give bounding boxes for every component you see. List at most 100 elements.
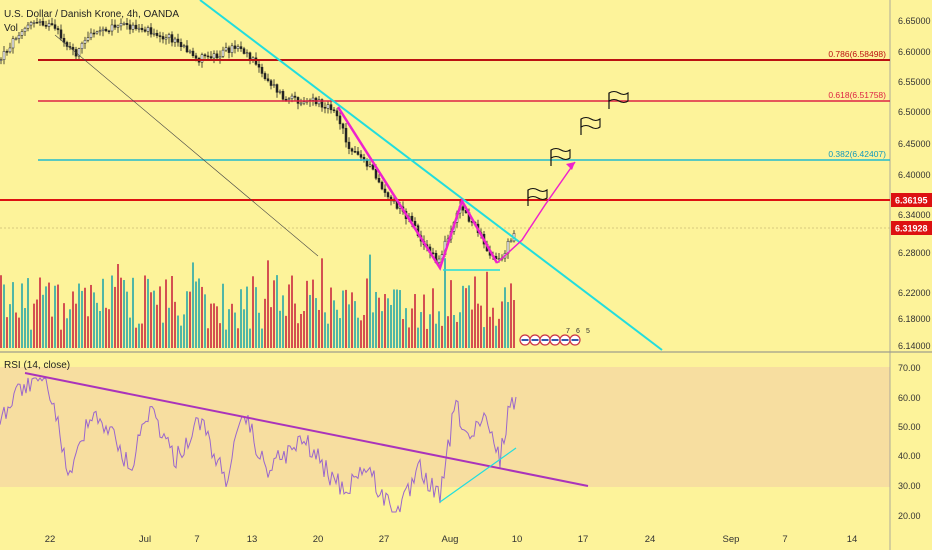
volume-bar xyxy=(270,307,272,348)
volume-bar xyxy=(222,283,224,348)
volume-bar xyxy=(276,275,278,348)
volume-bar xyxy=(69,309,71,348)
time-tick-label: Aug xyxy=(442,534,459,545)
time-tick-label: 13 xyxy=(247,534,258,545)
volume-bar xyxy=(366,278,368,348)
volume-bar xyxy=(174,301,176,348)
volume-bar xyxy=(63,303,65,348)
volume-bar xyxy=(15,312,17,348)
flag-icon xyxy=(608,90,629,104)
candle-body xyxy=(8,47,12,53)
candle-body xyxy=(104,28,108,32)
volume-bar xyxy=(129,317,131,348)
candlesticks xyxy=(0,17,516,266)
volume-bar xyxy=(240,289,242,348)
candle-body xyxy=(413,220,417,226)
fib-618-label: 0.618(6.51758) xyxy=(828,90,886,100)
candle-body xyxy=(11,38,15,49)
volume-bar xyxy=(411,308,413,348)
volume-bar xyxy=(351,292,353,348)
candle-body xyxy=(236,46,240,49)
volume-bar xyxy=(426,328,428,348)
candle-body xyxy=(167,34,171,38)
candle-body xyxy=(260,66,264,74)
volume-bar xyxy=(249,328,251,348)
candle-body xyxy=(410,215,414,222)
candle-body xyxy=(221,49,225,57)
candle-body xyxy=(311,97,315,101)
candle-body xyxy=(275,84,279,93)
candle-body xyxy=(317,99,321,105)
candle-body xyxy=(26,24,30,29)
candle-body xyxy=(245,52,249,54)
candle-body xyxy=(290,95,294,99)
volume-bar xyxy=(510,283,512,348)
candle-body xyxy=(158,35,162,37)
candle-body xyxy=(182,45,186,47)
event-marker-label: 6 xyxy=(576,328,580,335)
volume-bar xyxy=(96,302,98,348)
candle-body xyxy=(20,31,24,36)
volume-bar xyxy=(165,279,167,348)
candle-body xyxy=(386,192,390,198)
volume-bar xyxy=(408,327,410,348)
volume-bar xyxy=(258,312,260,348)
candle-body xyxy=(89,32,93,38)
volume-bar xyxy=(243,309,245,348)
candle-body xyxy=(227,47,231,53)
price-tick-label: 6.22000 xyxy=(898,288,931,298)
volume-bar xyxy=(159,286,161,348)
rsi-tick-label: 60.00 xyxy=(898,393,921,403)
candle-body xyxy=(17,35,21,39)
candle-body xyxy=(155,32,159,36)
candle-body xyxy=(23,27,27,32)
volume-bar xyxy=(306,280,308,348)
candle-body xyxy=(287,98,291,100)
volume-bar xyxy=(228,309,230,348)
rsi-label[interactable]: RSI (14, close) xyxy=(4,360,70,371)
volume-bar xyxy=(120,277,122,348)
candle-body xyxy=(113,24,117,28)
event-marker-flag xyxy=(551,339,559,341)
candle-body xyxy=(14,38,18,40)
volume-bar xyxy=(441,325,443,348)
candle-body xyxy=(140,27,144,31)
candle-body xyxy=(368,164,372,167)
price-tick-label: 6.14000 xyxy=(898,341,931,351)
volume-bar xyxy=(237,328,239,348)
volume-bar xyxy=(315,298,317,348)
rsi-tick-label: 70.00 xyxy=(898,363,921,373)
flag-icon xyxy=(550,147,571,161)
volume-bar xyxy=(72,291,74,348)
volume-bar xyxy=(327,323,329,348)
volume-bar xyxy=(198,278,200,348)
candle-body xyxy=(383,188,387,193)
volume-bar xyxy=(153,290,155,348)
candle-body xyxy=(206,55,210,58)
symbol-title[interactable]: U.S. Dollar / Danish Krone, 4h, OANDA xyxy=(4,9,179,20)
volume-bar xyxy=(21,283,23,348)
candle-body xyxy=(146,27,150,32)
volume-bar xyxy=(450,280,452,348)
time-tick-label: 22 xyxy=(45,534,56,545)
volume-bar xyxy=(438,311,440,348)
volume-bar xyxy=(105,307,107,348)
resistance-badge-bg xyxy=(891,193,932,207)
volume-bar xyxy=(261,328,263,348)
fib-786-label: 0.786(6.58498) xyxy=(828,49,886,59)
price-tick-label: 6.18000 xyxy=(898,314,931,324)
candle-body xyxy=(218,56,222,59)
candle-body xyxy=(323,106,327,109)
volume-bar xyxy=(321,258,323,348)
candle-body xyxy=(347,141,351,149)
price-tick-label: 6.28000 xyxy=(898,248,931,258)
time-axis: 22 Jul 7 13 20 27 Aug 10 17 24 Sep 7 14 xyxy=(45,534,858,545)
candle-body xyxy=(173,38,177,43)
volume-label: Vol xyxy=(4,23,18,34)
candle-body xyxy=(41,21,45,26)
volume-bar xyxy=(462,285,464,348)
candle-body xyxy=(119,23,123,27)
volume-bar xyxy=(195,281,197,348)
candle-body xyxy=(299,102,303,105)
